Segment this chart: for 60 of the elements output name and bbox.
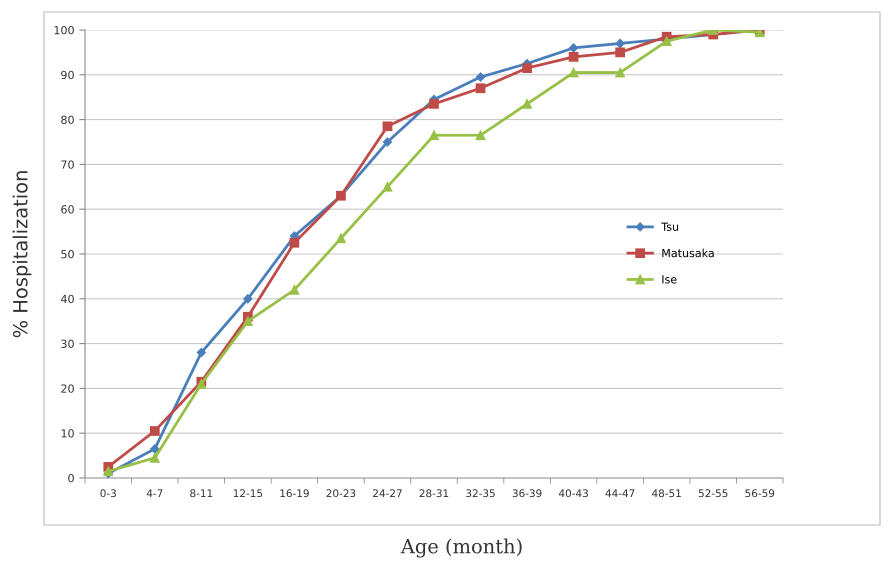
point — [382, 182, 392, 192]
x-tick-label: 0-3 — [100, 489, 116, 498]
y-tick-label: 60 — [61, 205, 74, 214]
point — [522, 99, 532, 109]
x-tick-label: 16-19 — [280, 489, 309, 498]
legend-label: Ise — [662, 275, 677, 284]
x-tick-label: 12-15 — [234, 489, 262, 498]
point — [150, 444, 160, 454]
x-axis-title: Age (month) — [400, 538, 522, 558]
x-tick-label: 8-11 — [190, 489, 212, 498]
legend-label: Matusaka — [662, 248, 714, 258]
point — [568, 52, 578, 62]
point — [476, 72, 486, 82]
point — [196, 379, 206, 389]
point — [754, 30, 765, 38]
x-tick-label: 24-27 — [373, 489, 402, 498]
x-tick-label: 48-51 — [652, 489, 681, 498]
point — [103, 466, 114, 476]
x-tick-label: 52-55 — [698, 489, 728, 498]
x-tick-label: 56-59 — [745, 489, 774, 498]
point — [615, 68, 625, 78]
y-axis-title: % Hospitalization — [12, 171, 32, 338]
y-tick-label: 20 — [61, 384, 74, 393]
point — [568, 68, 578, 78]
point — [336, 233, 346, 244]
point — [476, 130, 486, 140]
y-tick-label: 0 — [68, 474, 74, 482]
point — [568, 43, 578, 53]
x-tick-label: 36-39 — [512, 489, 542, 498]
y-tick-label: 70 — [61, 160, 74, 169]
point — [150, 426, 160, 436]
point — [150, 452, 160, 463]
x-tick-label: 32-35 — [466, 489, 495, 498]
y-tick-label: 50 — [61, 250, 74, 258]
point — [476, 83, 486, 94]
y-tick-label: 40 — [60, 294, 74, 304]
x-tick-label: 4-7 — [146, 489, 162, 498]
y-tick-label: 30 — [61, 340, 74, 348]
point — [382, 137, 392, 147]
point — [243, 294, 252, 304]
x-tick-label: 28-31 — [420, 489, 448, 498]
y-tick-label: 90 — [61, 70, 74, 80]
y-tick-label: 80 — [61, 116, 74, 124]
y-tick-label: 10 — [62, 429, 74, 438]
point — [615, 48, 625, 58]
point — [429, 99, 439, 109]
point — [243, 316, 253, 326]
x-tick-label: 44-47 — [606, 489, 634, 498]
point — [196, 348, 206, 358]
point — [382, 121, 392, 132]
x-tick-label: 20-23 — [326, 489, 356, 498]
point — [290, 284, 300, 295]
x-tick-label: 40-43 — [558, 489, 588, 498]
point — [662, 36, 672, 46]
y-tick-label: 100 — [54, 26, 74, 34]
point — [522, 63, 532, 73]
point — [429, 130, 439, 140]
legend-label: Tsu — [661, 222, 678, 231]
point — [290, 238, 300, 248]
point — [616, 38, 625, 48]
